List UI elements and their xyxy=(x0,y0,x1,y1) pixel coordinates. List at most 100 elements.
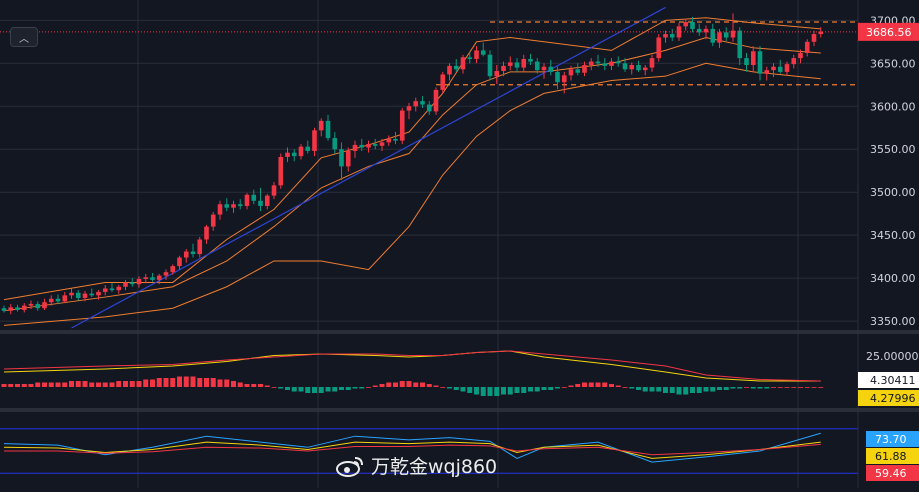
candle-body-92 xyxy=(622,63,628,70)
candle-body-89 xyxy=(602,63,608,66)
candle-body-59 xyxy=(399,110,405,141)
macd-bar-68 xyxy=(460,387,466,392)
candle-body-40 xyxy=(271,185,277,196)
macd-bar-30 xyxy=(204,378,209,387)
macd-bar-63 xyxy=(426,384,432,387)
macd-bar-92 xyxy=(622,387,628,388)
macd-bar-95 xyxy=(642,387,648,392)
candle-body-32 xyxy=(217,204,223,215)
macd-bar-55 xyxy=(372,385,378,387)
collapse-button[interactable]: ︿ xyxy=(10,27,38,47)
candle-body-34 xyxy=(231,204,236,208)
macd-bar-56 xyxy=(379,384,385,387)
macd-bar-24 xyxy=(163,378,169,387)
pane-separator-1 xyxy=(0,408,919,412)
macd-bar-0 xyxy=(1,384,7,387)
candle-body-0 xyxy=(1,308,7,311)
candle-body-14 xyxy=(96,291,101,296)
candle-body-33 xyxy=(224,204,230,208)
macd-bar-98 xyxy=(663,387,668,393)
macd-bar-96 xyxy=(649,387,655,392)
macd-bar-82 xyxy=(555,387,560,389)
candle-body-116 xyxy=(784,64,790,72)
macd-bar-99 xyxy=(669,387,675,393)
macd-bar-113 xyxy=(764,387,770,389)
candle-body-9 xyxy=(62,295,68,302)
osc-line-2 xyxy=(4,443,821,456)
macd-bar-88 xyxy=(595,382,601,387)
candle-body-98 xyxy=(663,34,668,38)
candle-body-11 xyxy=(75,292,81,298)
macd-bar-106 xyxy=(717,387,722,390)
macd-bar-104 xyxy=(703,387,709,392)
macd-bar-36 xyxy=(244,384,250,387)
macd-bar-22 xyxy=(150,379,155,387)
candle-body-85 xyxy=(575,69,581,73)
candle-body-8 xyxy=(55,298,61,302)
macd-bar-109 xyxy=(737,387,743,389)
macd-bar-2 xyxy=(15,384,20,387)
candle-body-94 xyxy=(636,65,641,71)
candle-body-102 xyxy=(690,22,695,29)
macd-bar-15 xyxy=(102,382,108,387)
price-tick-5: 3450.00 xyxy=(870,229,916,242)
macd-bar-79 xyxy=(534,387,540,392)
candle-body-82 xyxy=(555,71,560,83)
macd-bar-116 xyxy=(784,387,790,388)
candle-body-80 xyxy=(541,66,547,71)
macd-bar-48 xyxy=(325,387,331,392)
candle-body-28 xyxy=(190,251,196,255)
macd-bar-121 xyxy=(818,387,824,388)
candle-body-22 xyxy=(150,277,155,280)
candle-body-86 xyxy=(582,65,587,73)
candle-body-83 xyxy=(561,75,567,83)
candle-body-4 xyxy=(28,303,34,306)
candle-body-19 xyxy=(129,282,135,285)
candle-body-23 xyxy=(156,275,162,280)
macd-bar-111 xyxy=(750,387,756,389)
candle-body-5 xyxy=(35,303,41,309)
macd-bar-84 xyxy=(568,385,574,387)
candle-body-121 xyxy=(818,31,824,35)
bollinger-middle xyxy=(3,36,821,312)
price-tick-7: 3350.00 xyxy=(870,315,916,328)
current-price-label: 3686.56 xyxy=(866,26,912,39)
macd-bar-58 xyxy=(393,382,398,387)
candle-body-70 xyxy=(474,50,479,59)
candle-body-26 xyxy=(177,257,182,267)
macd-bar-119 xyxy=(804,387,810,388)
macd-bar-35 xyxy=(237,382,243,387)
macd-bar-25 xyxy=(170,378,176,387)
candle-body-10 xyxy=(69,292,74,296)
macd-bar-16 xyxy=(109,382,115,387)
candle-body-119 xyxy=(804,41,810,53)
macd-bar-112 xyxy=(757,387,763,389)
candle-body-58 xyxy=(393,138,398,141)
price-tick-4: 3500.00 xyxy=(870,186,916,199)
macd-bar-94 xyxy=(636,387,641,390)
candle-body-76 xyxy=(514,62,520,68)
macd-bar-7 xyxy=(48,382,54,387)
candle-body-103 xyxy=(696,28,702,33)
candle-body-112 xyxy=(757,51,763,74)
macd-bar-40 xyxy=(271,387,277,388)
candle-body-64 xyxy=(433,89,439,112)
macd-bar-86 xyxy=(582,382,587,387)
candle-body-117 xyxy=(791,58,797,65)
macd-bar-4 xyxy=(28,384,34,387)
macd-bar-44 xyxy=(298,387,304,392)
price-tick-1: 3650.00 xyxy=(870,57,916,70)
candle-body-79 xyxy=(534,61,540,71)
price-tick-3: 3550.00 xyxy=(870,143,916,156)
macd-bar-42 xyxy=(285,387,290,390)
candle-body-39 xyxy=(264,195,270,206)
macd-bar-8 xyxy=(55,382,61,387)
macd-bar-5 xyxy=(35,382,41,387)
osc-value-tag-1 xyxy=(866,448,919,464)
macd-bar-65 xyxy=(440,387,446,388)
macd-bar-75 xyxy=(507,387,513,395)
macd-bar-34 xyxy=(231,381,236,387)
macd-bar-77 xyxy=(521,387,527,393)
macd-bar-32 xyxy=(217,379,223,387)
